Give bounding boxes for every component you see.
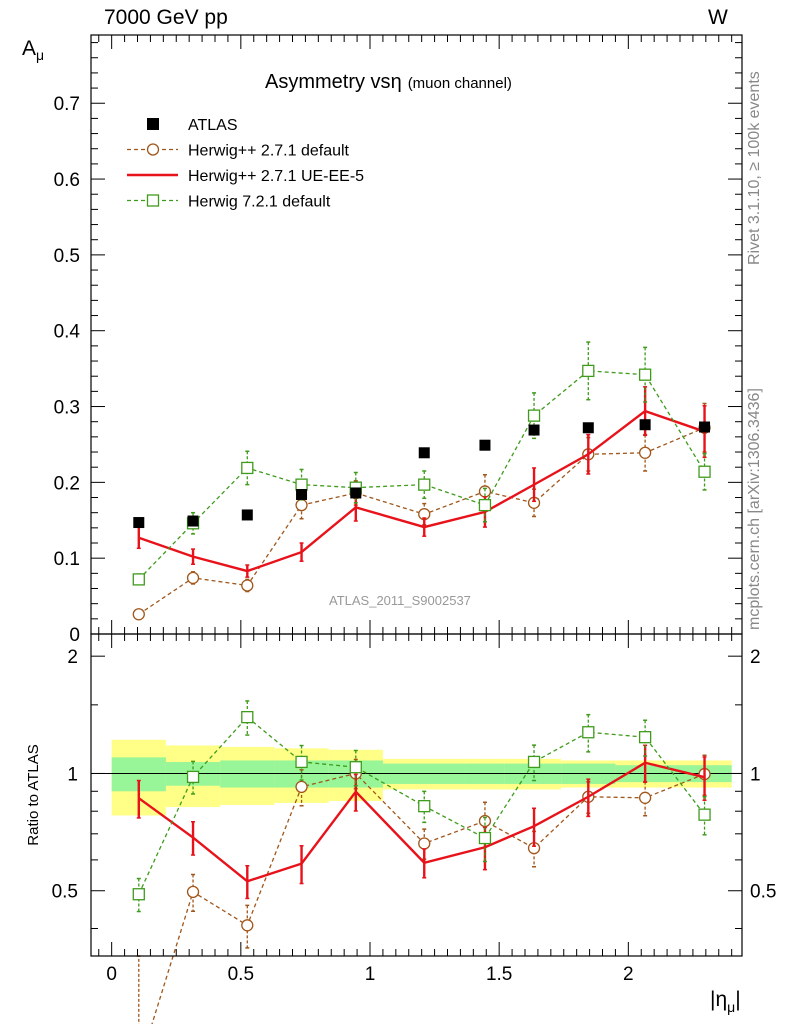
atlas-data-point	[241, 509, 253, 521]
series-3-ratio-point	[241, 710, 254, 724]
atlas-data-point	[479, 439, 491, 451]
series-1-point	[132, 608, 145, 621]
legend-series-3-marker	[146, 194, 160, 207]
series-3-ratio-point	[638, 731, 652, 744]
legend-series-2-label: Herwig++ 2.7.1 UE-EE-5	[188, 168, 364, 185]
series-1-point	[186, 571, 200, 585]
series-1-ratio-point	[418, 837, 431, 850]
header-process-label: W	[708, 6, 728, 29]
y-axis-label: Aμ	[22, 37, 44, 63]
series-1-ratio-point	[241, 919, 254, 932]
legend-series-1-marker	[146, 143, 160, 156]
atlas-data-point	[133, 517, 145, 529]
series-3-ratio-point	[132, 888, 145, 901]
ratio-y-tick-label-right: 0.5	[750, 882, 776, 903]
atlas-data-point	[187, 515, 199, 527]
ratio-y-tick-label: 1	[67, 764, 78, 785]
series-2-line	[138, 409, 705, 573]
ratio-band-inner	[220, 760, 275, 788]
header-energy-label: 7000 GeV pp	[104, 6, 228, 29]
series-3-point	[698, 465, 711, 478]
series-3-point	[478, 498, 492, 512]
legend-atlas-label: ATLAS	[188, 117, 238, 134]
series-3-ratio-point	[418, 800, 431, 813]
analysis-watermark: ATLAS_2011_S9002537	[329, 593, 471, 608]
series-3-ratio-point	[698, 808, 711, 821]
y-tick-label: 0.5	[54, 246, 80, 267]
x-tick-label: 1.5	[486, 964, 512, 985]
legend-series-1-label: Herwig++ 2.7.1 default	[188, 143, 350, 160]
atlas-data-point	[350, 487, 362, 499]
series-1-ratio-point	[295, 780, 308, 793]
x-tick-label: 1	[365, 964, 376, 985]
chart-title: Asymmetry vsη (muon channel)	[265, 71, 512, 93]
atlas-data-point	[528, 424, 540, 436]
atlas-data-point	[296, 488, 308, 500]
x-tick-label: 0	[106, 964, 117, 985]
y-tick-label: 0.3	[54, 398, 80, 419]
ratio-y-axis-label: Ratio to ATLAS	[25, 744, 42, 845]
legend-series-3-label: Herwig 7.2.1 default	[188, 194, 331, 211]
series-3-point	[295, 478, 308, 491]
series-3-ratio-point	[186, 770, 200, 784]
ratio-plot-frame	[90, 633, 743, 957]
series-3-point	[418, 478, 431, 491]
atlas-data-point	[418, 447, 430, 459]
series-3-ratio-point	[349, 761, 362, 774]
y-tick-label: 0	[69, 625, 80, 646]
ratio-y-tick-label: 0.5	[52, 882, 78, 903]
x-tick-label: 0.5	[228, 964, 254, 985]
ratio-y-tick-label: 2	[67, 647, 78, 668]
series-3-point	[638, 368, 652, 381]
series-1-point	[295, 498, 308, 512]
series-1-ratio-point	[478, 814, 492, 828]
y-tick-label: 0.2	[54, 473, 80, 494]
ratio-y-tick-label-right: 2	[750, 647, 761, 668]
y-tick-label: 0.1	[54, 549, 80, 570]
series-3-ratio-point	[478, 831, 492, 845]
series-3-point	[527, 409, 541, 422]
atlas-data-point	[699, 421, 711, 433]
atlas-data-point	[639, 419, 651, 431]
series-1-point	[638, 446, 652, 459]
series-3-line	[138, 370, 706, 580]
series-3-point	[241, 461, 254, 475]
series-1-ratio-point	[638, 791, 652, 804]
series-3-point	[582, 364, 595, 378]
y-tick-label: 0.4	[54, 322, 81, 343]
series-1-point	[241, 579, 254, 592]
series-3-ratio-point	[582, 726, 595, 739]
legend-atlas-marker	[147, 118, 159, 130]
y-tick-label: 0.6	[54, 170, 80, 191]
atlas-data-point	[582, 422, 594, 434]
series-3-point	[132, 573, 145, 586]
ratio-y-tick-label-right: 1	[750, 764, 761, 785]
series-3-ratio-point	[295, 755, 308, 769]
y-tick-label: 0.7	[54, 94, 80, 115]
legend: ATLAS Herwig++ 2.7.1 default Herwig++ 2.7.…	[127, 117, 364, 211]
series-1-ratio-point	[186, 885, 200, 899]
series-3-ratio-point	[527, 755, 541, 769]
x-axis-label: |ημ|	[710, 988, 741, 1015]
x-tick-label: 2	[623, 964, 634, 985]
